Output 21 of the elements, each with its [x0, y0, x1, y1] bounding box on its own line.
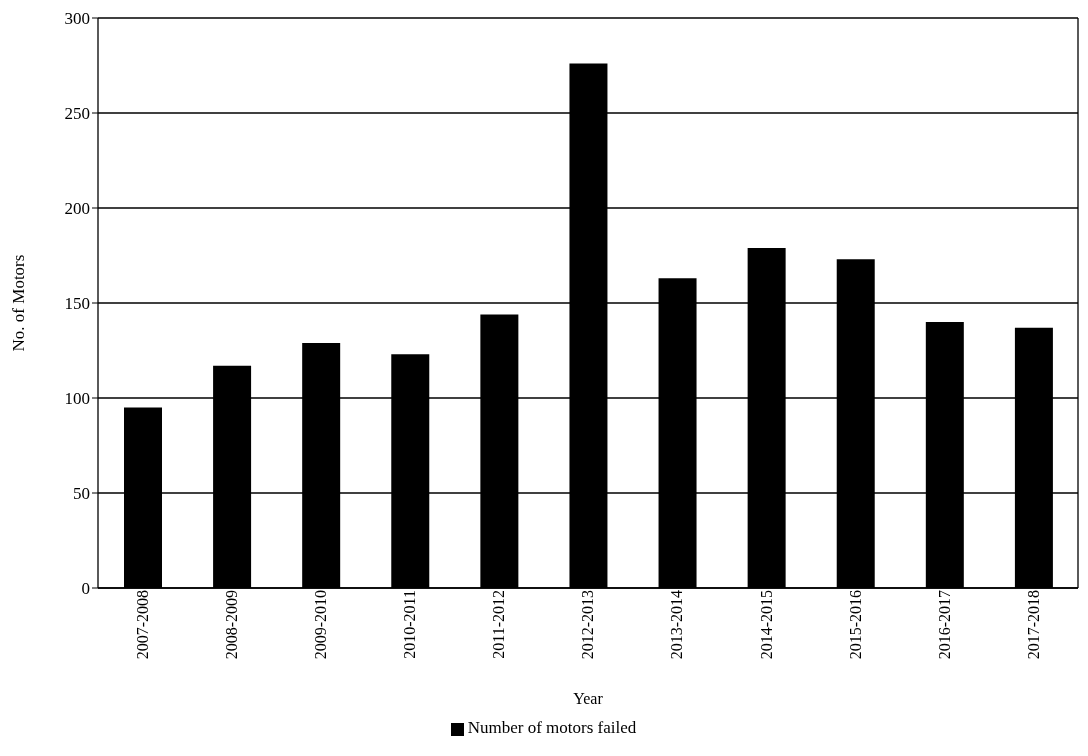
- x-tick-label: 2013-2014: [668, 590, 686, 660]
- y-tick-label: 300: [64, 9, 90, 29]
- x-tick-label: 2009-2010: [312, 590, 330, 660]
- x-tick-label: 2008-2009: [223, 590, 240, 660]
- legend-label: Number of motors failed: [467, 718, 637, 737]
- x-tick-label: 2007-2008: [133, 590, 151, 660]
- x-tick-label: 2012-2013: [579, 590, 597, 660]
- y-tick-label: 0: [81, 579, 90, 599]
- x-tick-label: 2015-2016: [846, 590, 864, 660]
- y-tick-label: 200: [64, 199, 90, 219]
- x-tick-label: 2016-2017: [935, 590, 953, 660]
- x-axis-title: Year: [573, 690, 604, 707]
- y-tick-label: 100: [64, 389, 90, 409]
- x-tick-label: 2014-2015: [757, 590, 775, 660]
- y-tick-label: 50: [73, 484, 90, 504]
- x-tick-label: 2010-2011: [401, 590, 419, 659]
- x-tick-label: 2017-2018: [1024, 590, 1042, 660]
- y-axis-title: No. of Motors: [9, 254, 29, 352]
- x-tick-label: 2011-2012: [490, 590, 508, 659]
- y-tick-label: 150: [64, 294, 90, 314]
- y-tick-label: 250: [64, 104, 90, 124]
